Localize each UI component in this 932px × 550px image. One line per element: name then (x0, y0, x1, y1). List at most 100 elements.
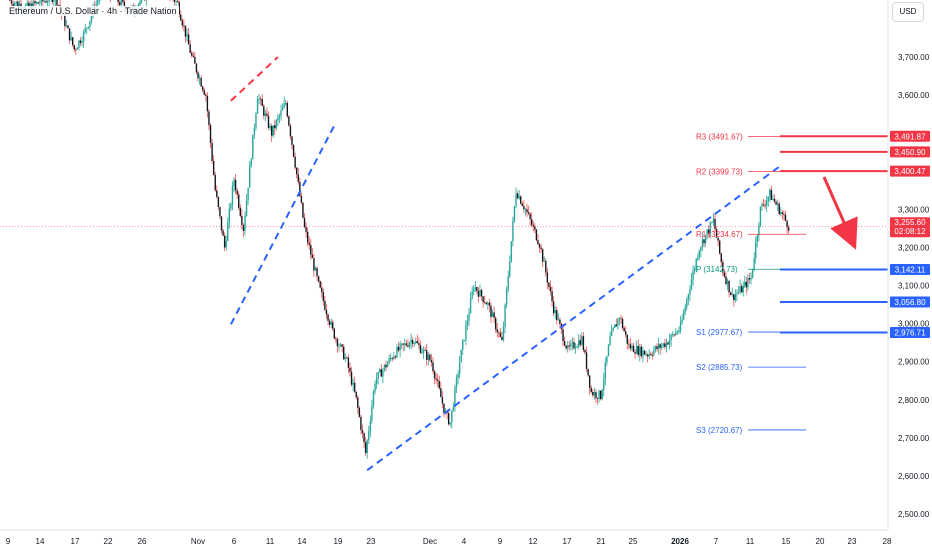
candle-body (529, 213, 531, 220)
level-1-badge (890, 130, 930, 142)
candle-body (537, 240, 539, 245)
candle-body (212, 160, 215, 175)
candle-body (725, 276, 727, 285)
candle-body (86, 27, 88, 29)
candle-body (57, 5, 60, 7)
candle-body (485, 302, 487, 305)
candle-body (609, 336, 611, 346)
candle-body (28, 2, 30, 7)
candle-body (296, 167, 298, 175)
candle-body (120, 0, 122, 6)
candle-body (676, 332, 679, 333)
candle-body (576, 346, 578, 348)
candle-body (654, 346, 657, 351)
level-4-badge (890, 263, 930, 275)
candle-body (568, 345, 570, 347)
candle-body (346, 357, 348, 359)
candle-body (535, 229, 538, 241)
candle-body (523, 206, 525, 210)
candle-body (703, 239, 705, 244)
candle-body (592, 391, 594, 396)
candle-body (280, 110, 282, 116)
candle-body (775, 201, 777, 205)
x-tick-label-1: 9 (6, 537, 11, 546)
candle-body (67, 25, 69, 29)
candle-body (383, 364, 386, 370)
candle-body (433, 371, 436, 379)
candle-body (399, 344, 401, 351)
candle-body (244, 216, 246, 231)
candle-body (123, 1, 126, 8)
x-tick-label-19: 2026 (671, 537, 689, 546)
candle-body (646, 354, 649, 357)
candle-body (335, 338, 337, 340)
candle-body (203, 90, 205, 95)
candle-body (772, 198, 774, 201)
candle-body (180, 14, 182, 21)
candle-body (40, 0, 43, 4)
candle-body (349, 367, 351, 372)
candle-body (277, 117, 279, 121)
candle-body (18, 3, 21, 7)
candle-body (786, 220, 788, 228)
down-arrow-annotation (822, 176, 858, 250)
candle-body (208, 111, 210, 126)
countdown-text: 02:08:12 (894, 227, 926, 236)
current-price-badge (890, 217, 930, 238)
candle-body (623, 328, 625, 332)
candle-body (756, 235, 758, 242)
level-1-text: 3,491.87 (894, 132, 926, 141)
candle-body (322, 292, 325, 302)
x-tick-label-2: 14 (36, 537, 45, 546)
candle-body (432, 362, 434, 372)
candle-body (490, 305, 492, 317)
x-tick-label-23: 20 (816, 537, 825, 546)
candle-body (720, 253, 722, 263)
candle-body (504, 304, 506, 327)
level-6-text: 2,976.71 (894, 328, 926, 337)
candle-body (408, 342, 411, 347)
candle-body (305, 227, 307, 232)
currency-button[interactable]: USD (892, 2, 924, 22)
candle-body (53, 0, 55, 3)
candle-body (599, 390, 602, 400)
candle-body (317, 276, 320, 282)
candle-body (14, 3, 16, 6)
y-tick-label-5: 2,900.00 (898, 358, 930, 367)
x-tick-label-3: 17 (71, 537, 80, 546)
candle-body (695, 259, 697, 269)
candle-body (64, 14, 66, 27)
candle-body (35, 2, 38, 4)
candle-body (255, 113, 257, 128)
candle-body (339, 344, 342, 347)
candle-body (491, 312, 494, 317)
level-5-text: 3,056.80 (894, 298, 926, 307)
candle-body (604, 362, 607, 380)
candle-body (259, 98, 262, 100)
candle-body (176, 1, 179, 3)
candle-body (274, 125, 276, 129)
candle-body (181, 20, 184, 26)
y-tick-label-4: 2,800.00 (898, 396, 930, 405)
candle-body (590, 387, 592, 392)
candle-body (551, 291, 553, 302)
candle-body (690, 279, 693, 290)
y-tick-label-8: 3,200.00 (898, 243, 930, 252)
candle-body (653, 350, 655, 356)
candle-body (413, 343, 415, 344)
y-tick-label-2: 2,600.00 (898, 472, 930, 481)
candle-body (292, 144, 295, 157)
candle-body (343, 346, 345, 360)
candle-body (396, 346, 398, 358)
candle-body (223, 235, 226, 248)
candle-body (369, 420, 372, 432)
candle-body (606, 355, 608, 363)
candle-body (245, 199, 248, 217)
candle-body (371, 405, 373, 421)
candle-body (610, 330, 613, 337)
candle-body (175, 1, 177, 2)
candle-body (205, 94, 207, 96)
candle-body (332, 322, 334, 329)
